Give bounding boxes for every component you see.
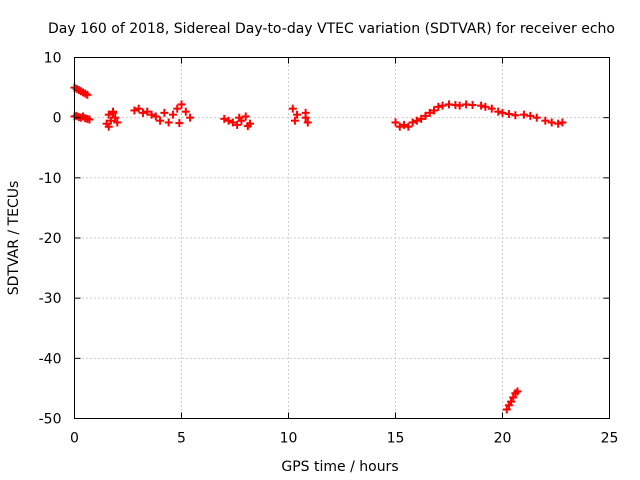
y-tick-label: -10 [39,171,62,187]
data-point [181,107,190,116]
data-point [156,116,165,125]
data-point [104,122,113,131]
data-point [412,116,421,125]
data-point [430,106,439,115]
data-point [224,116,233,125]
data-point [290,116,299,125]
x-tick-label: 25 [601,431,619,447]
data-point [487,104,496,113]
data-point [404,122,413,131]
data-point [233,120,242,129]
data-point [109,108,118,117]
data-point [138,108,147,117]
data-point [186,113,195,122]
x-tick-label: 10 [280,431,298,447]
data-point [177,100,186,109]
axis-ticks: 0 5 10 15 20 25 10 0 -10 -20 -30 -40 -50 [39,51,619,447]
data-point [400,120,409,129]
data-point [175,119,184,128]
data-points [70,83,567,414]
data-point [513,387,522,396]
data-point [477,101,486,110]
data-point [507,397,516,406]
y-tick-label: 0 [53,111,62,127]
data-point [519,110,528,119]
data-point [293,110,302,119]
data-point [85,115,94,124]
x-tick-label: 15 [387,431,405,447]
x-tick-label: 20 [494,431,512,447]
data-point [408,118,417,127]
data-point [151,112,160,121]
data-point [554,119,563,128]
data-point [173,104,182,113]
data-point [455,101,464,110]
data-point [106,116,115,125]
data-point [113,118,122,127]
data-point [241,112,250,121]
data-point [532,113,541,122]
data-point [160,108,169,117]
data-point [421,111,430,120]
data-point [425,108,434,117]
data-point [558,118,567,127]
x-axis-label: GPS time / hours [281,459,398,475]
y-tick-label: -20 [39,231,62,247]
data-point [511,111,520,120]
data-point [130,106,139,115]
data-point [288,104,297,113]
data-point [111,113,120,122]
y-tick-label: -40 [39,351,62,367]
data-point [243,122,252,131]
x-tick-label: 0 [70,431,79,447]
data-point [509,393,518,402]
chart-title: Day 160 of 2018, Sidereal Day-to-day VTE… [48,21,615,37]
data-point [104,110,113,119]
y-tick-label: -30 [39,291,62,307]
data-point [468,101,477,110]
data-point [395,122,404,131]
data-point [301,108,310,117]
data-point [526,111,535,120]
data-point [504,110,513,119]
data-point [220,114,229,123]
data-point [498,108,507,117]
x-tick-label: 5 [177,431,186,447]
data-point [541,116,550,125]
data-point [494,107,503,116]
data-point [83,90,92,99]
data-point [434,102,443,111]
grid-lines [74,57,610,419]
y-axis-label: SDTVAR / TECUs [6,181,22,296]
data-point [168,110,177,119]
data-point [228,118,237,127]
data-point [417,114,426,123]
data-point [438,101,447,110]
data-point [502,405,511,414]
y-tick-label: -50 [39,412,62,428]
data-point [391,118,400,127]
y-tick-label: 10 [44,51,62,67]
data-point [235,113,244,122]
data-point [303,118,312,127]
data-point [547,118,556,127]
data-point [134,104,143,113]
data-point [481,102,490,111]
data-point [143,107,152,116]
data-point [147,110,156,119]
data-point [164,118,173,127]
